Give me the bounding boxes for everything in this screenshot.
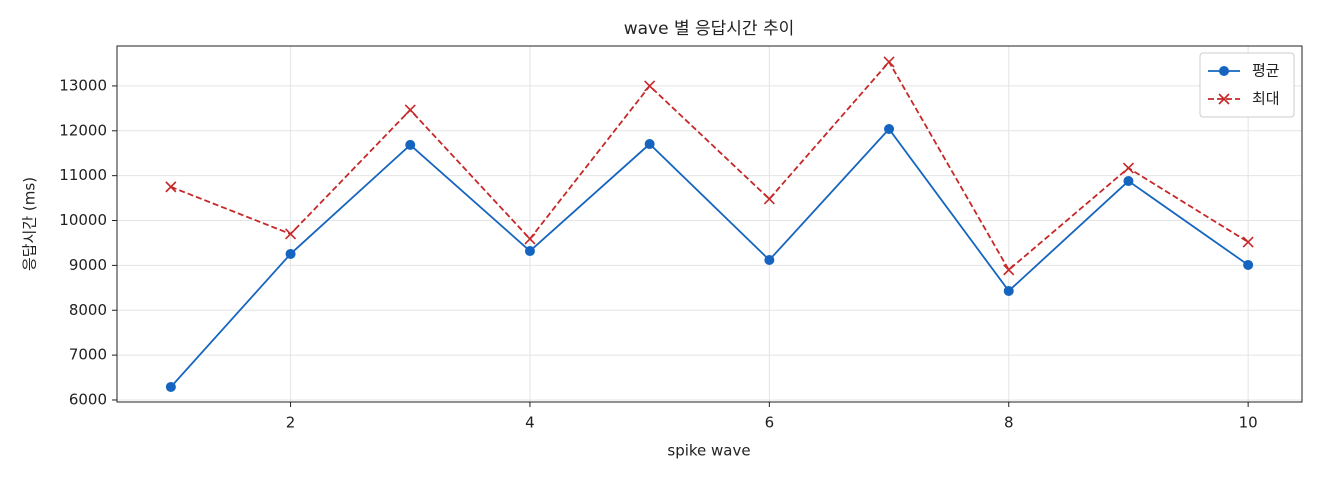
marker — [644, 139, 655, 150]
marker — [763, 193, 775, 205]
line — [170, 127, 1249, 388]
y-tick-label: 6000 — [69, 390, 107, 408]
marker — [165, 381, 176, 392]
marker — [524, 246, 535, 257]
y-tick-label: 9000 — [69, 256, 107, 274]
marker — [1123, 176, 1134, 187]
marker — [884, 123, 895, 134]
x-axis-label: spike wave — [667, 442, 750, 460]
y-tick-label: 13000 — [59, 76, 107, 94]
marker — [1122, 162, 1135, 174]
x-tick-label: 2 — [286, 414, 296, 432]
marker — [284, 228, 297, 240]
line — [170, 60, 1249, 272]
marker — [1242, 236, 1254, 248]
marker — [405, 139, 416, 150]
chart-title: wave 별 응답시간 추이 — [624, 19, 795, 39]
legend-marker — [1218, 93, 1230, 105]
y-tick-label: 12000 — [59, 121, 107, 139]
legend-marker — [1219, 66, 1229, 76]
marker — [285, 248, 296, 259]
legend-label: 평균 — [1252, 62, 1280, 80]
x-tick-label: 6 — [765, 414, 775, 432]
x-tick-label: 4 — [525, 414, 535, 432]
marker — [404, 104, 416, 116]
y-axis-label: 응답시간 (ms) — [21, 177, 39, 271]
x-tick-label: 10 — [1239, 414, 1258, 432]
marker — [1003, 264, 1015, 276]
plot-frame — [116, 45, 1303, 403]
x-tick-label: 8 — [1004, 414, 1014, 432]
y-tick-label: 8000 — [69, 301, 107, 319]
marker — [1243, 259, 1254, 270]
y-tick-label: 10000 — [59, 211, 107, 229]
marker — [764, 255, 775, 266]
marker — [883, 56, 895, 68]
legend-label: 최대 — [1252, 90, 1280, 108]
marker — [644, 80, 656, 92]
y-tick-label: 11000 — [59, 166, 107, 184]
legend-box — [1199, 52, 1295, 118]
marker — [1003, 285, 1014, 296]
marker — [524, 233, 536, 245]
marker — [165, 181, 177, 193]
y-tick-label: 7000 — [69, 346, 107, 364]
